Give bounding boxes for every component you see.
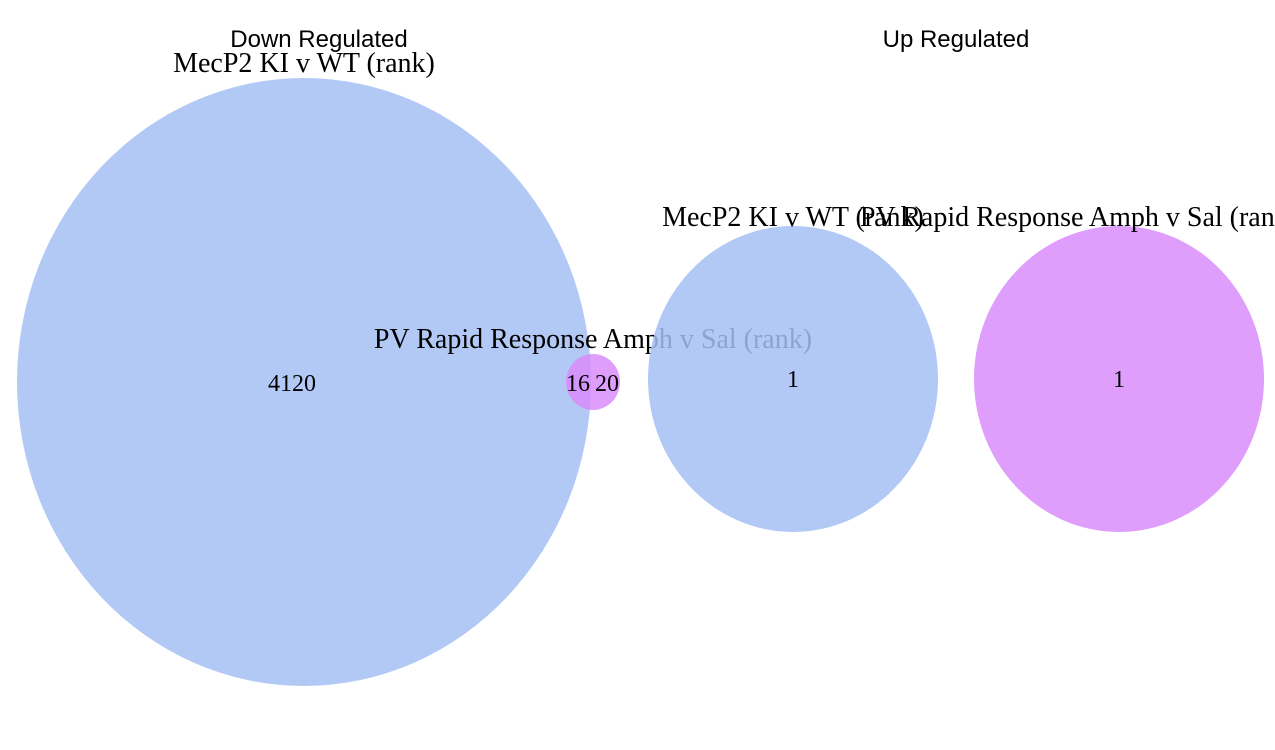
up-pv-set-label: PV Rapid Response Amph v Sal (rank) xyxy=(860,202,1275,233)
up-mecp2-only-count: 1 xyxy=(787,367,799,393)
up-regulated-panel: Up Regulated MecP2 KI v WT (rank) PV Rap… xyxy=(648,26,1275,532)
down-mecp2-set-label: MecP2 KI v WT (rank) xyxy=(173,48,435,79)
down-pv-only-count: 20 xyxy=(595,371,619,397)
up-mecp2-circle xyxy=(648,226,938,532)
down-mecp2-only-count: 4120 xyxy=(268,371,316,397)
up-mecp2-set-label: MecP2 KI v WT (rank) xyxy=(662,202,924,233)
down-mecp2-circle xyxy=(17,78,591,686)
down-overlap-count: 16 xyxy=(566,371,590,397)
down-regulated-panel: Down Regulated MecP2 KI v WT (rank) PV R… xyxy=(17,26,812,686)
up-pv-circle xyxy=(974,226,1264,532)
up-pv-only-count: 1 xyxy=(1113,367,1125,393)
up-regulated-title: Up Regulated xyxy=(883,26,1030,53)
down-pv-circle xyxy=(566,354,620,410)
down-regulated-title: Down Regulated xyxy=(230,26,407,53)
